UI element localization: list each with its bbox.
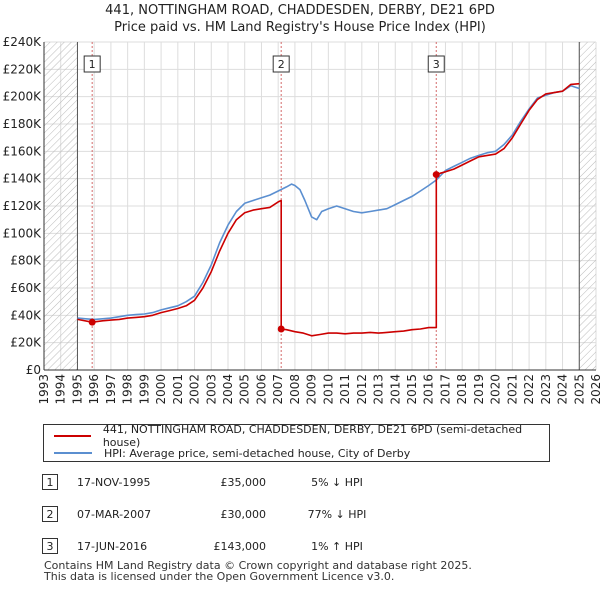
legend-swatch-hpi	[54, 452, 92, 454]
sale-marker-label: 3	[433, 58, 440, 71]
transaction-date: 17-JUN-2016	[77, 540, 148, 553]
footer: Contains HM Land Registry data © Crown c…	[44, 560, 472, 582]
x-tick-label: 2015	[405, 374, 419, 405]
x-tick-label: 2022	[522, 374, 536, 405]
x-tick-label: 2009	[305, 374, 319, 405]
hatched-region	[579, 42, 596, 370]
table-row: 2 07-MAR-2007 £30,000 77% ↓ HPI	[42, 506, 562, 524]
y-tick-label: £240K	[3, 35, 43, 49]
x-tick-label: 2007	[271, 374, 285, 405]
transaction-number: 2	[42, 506, 58, 522]
chart-subtitle: Price paid vs. HM Land Registry's House …	[114, 20, 486, 35]
hpi-line	[77, 84, 580, 321]
y-tick-label: £20K	[10, 336, 42, 350]
sale-marker-label: 2	[278, 58, 285, 71]
x-tick-label: 1998	[121, 374, 135, 405]
x-tick-label: 2025	[572, 374, 586, 405]
x-tick-label: 2008	[288, 374, 302, 405]
transaction-price: £30,000	[220, 508, 267, 521]
sale-marker-box	[272, 55, 290, 73]
transaction-hpi: 77% ↓ HPI	[307, 508, 367, 521]
x-tick-label: 2018	[455, 374, 469, 405]
y-tick-label: £220K	[3, 62, 43, 76]
legend-swatch-price	[54, 435, 91, 437]
x-tick-label: 2000	[154, 374, 168, 405]
chart-legend: 441, NOTTINGHAM ROAD, CHADDESDEN, DERBY,…	[43, 423, 550, 462]
x-tick-label: 2011	[338, 374, 352, 405]
transaction-price: £35,000	[220, 476, 267, 489]
x-tick-label: 1999	[137, 374, 151, 405]
sale-marker-box	[83, 55, 101, 73]
y-tick-label: £60K	[10, 281, 42, 295]
y-tick-label: £200K	[3, 90, 43, 104]
x-tick-label: 2012	[355, 374, 369, 405]
x-tick-label: 2013	[372, 374, 386, 405]
transaction-date: 17-NOV-1995	[77, 476, 151, 489]
chart-title: 441, NOTTINGHAM ROAD, CHADDESDEN, DERBY,…	[105, 3, 495, 18]
x-tick-label: 2004	[221, 374, 235, 405]
transaction-number: 1	[42, 474, 58, 490]
y-tick-label: £0	[26, 363, 41, 377]
footer-licence: This data is licensed under the Open Gov…	[44, 570, 395, 583]
x-tick-label: 1994	[54, 374, 68, 405]
price-chart: 1 2 3 £0 £20K £40K £60K £80K £100K £120K £140K £16…	[3, 35, 600, 405]
sale-marker-label: 1	[89, 58, 96, 71]
legend-label-hpi: HPI: Average price, semi-detached house,…	[104, 446, 411, 460]
x-tick-label: 2003	[204, 374, 218, 405]
y-tick-label: £120K	[3, 199, 43, 213]
x-tick-label: 2006	[254, 374, 268, 405]
table-row: 3 17-JUN-2016 £143,000 1% ↑ HPI	[42, 538, 562, 556]
transaction-date: 07-MAR-2007	[77, 508, 152, 521]
x-tick-label: 1993	[37, 374, 51, 405]
x-tick-label: 2023	[539, 374, 553, 405]
x-tick-label: 2017	[438, 374, 452, 405]
sale-marker-box	[427, 55, 445, 73]
x-tick-label: 2016	[422, 374, 436, 405]
y-tick-label: £40K	[10, 308, 42, 322]
x-tick-label: 2019	[472, 374, 486, 405]
x-tick-label: 2020	[489, 374, 503, 405]
legend-item-price: 441, NOTTINGHAM ROAD, CHADDESDEN, DERBY,…	[54, 423, 549, 449]
x-tick-label: 2001	[171, 374, 185, 405]
table-row: 1 17-NOV-1995 £35,000 5% ↓ HPI	[42, 474, 562, 492]
x-tick-label: 2014	[388, 374, 402, 405]
x-tick-label: 2002	[188, 374, 202, 405]
y-tick-label: £180K	[3, 117, 43, 131]
sale-point	[88, 318, 96, 326]
legend-label-price: 441, NOTTINGHAM ROAD, CHADDESDEN, DERBY,…	[102, 423, 523, 449]
sale-point	[432, 171, 440, 179]
transaction-hpi: 1% ↑ HPI	[311, 540, 363, 553]
transaction-hpi: 5% ↓ HPI	[311, 476, 363, 489]
price-paid-line	[77, 82, 580, 337]
sale-point	[277, 325, 285, 333]
transaction-number: 3	[42, 538, 58, 554]
x-tick-label: 1996	[87, 374, 101, 405]
x-tick-label: 1995	[70, 374, 84, 405]
x-tick-label: 2024	[556, 374, 570, 405]
hatched-region	[44, 42, 78, 370]
x-tick-label: 2026	[589, 374, 600, 405]
x-tick-label: 1997	[104, 374, 118, 405]
transaction-price: £143,000	[213, 540, 267, 553]
y-tick-label: £80K	[10, 254, 42, 268]
y-tick-label: £160K	[3, 144, 43, 158]
legend-item-hpi: HPI: Average price, semi-detached house,…	[54, 445, 410, 461]
x-tick-label: 2005	[238, 374, 252, 405]
footer-copyright: Contains HM Land Registry data © Crown c…	[44, 559, 472, 572]
x-tick-label: 2021	[505, 374, 519, 405]
y-tick-label: £140K	[3, 172, 43, 186]
y-tick-label: £100K	[3, 226, 43, 240]
x-tick-label: 2010	[321, 374, 335, 405]
